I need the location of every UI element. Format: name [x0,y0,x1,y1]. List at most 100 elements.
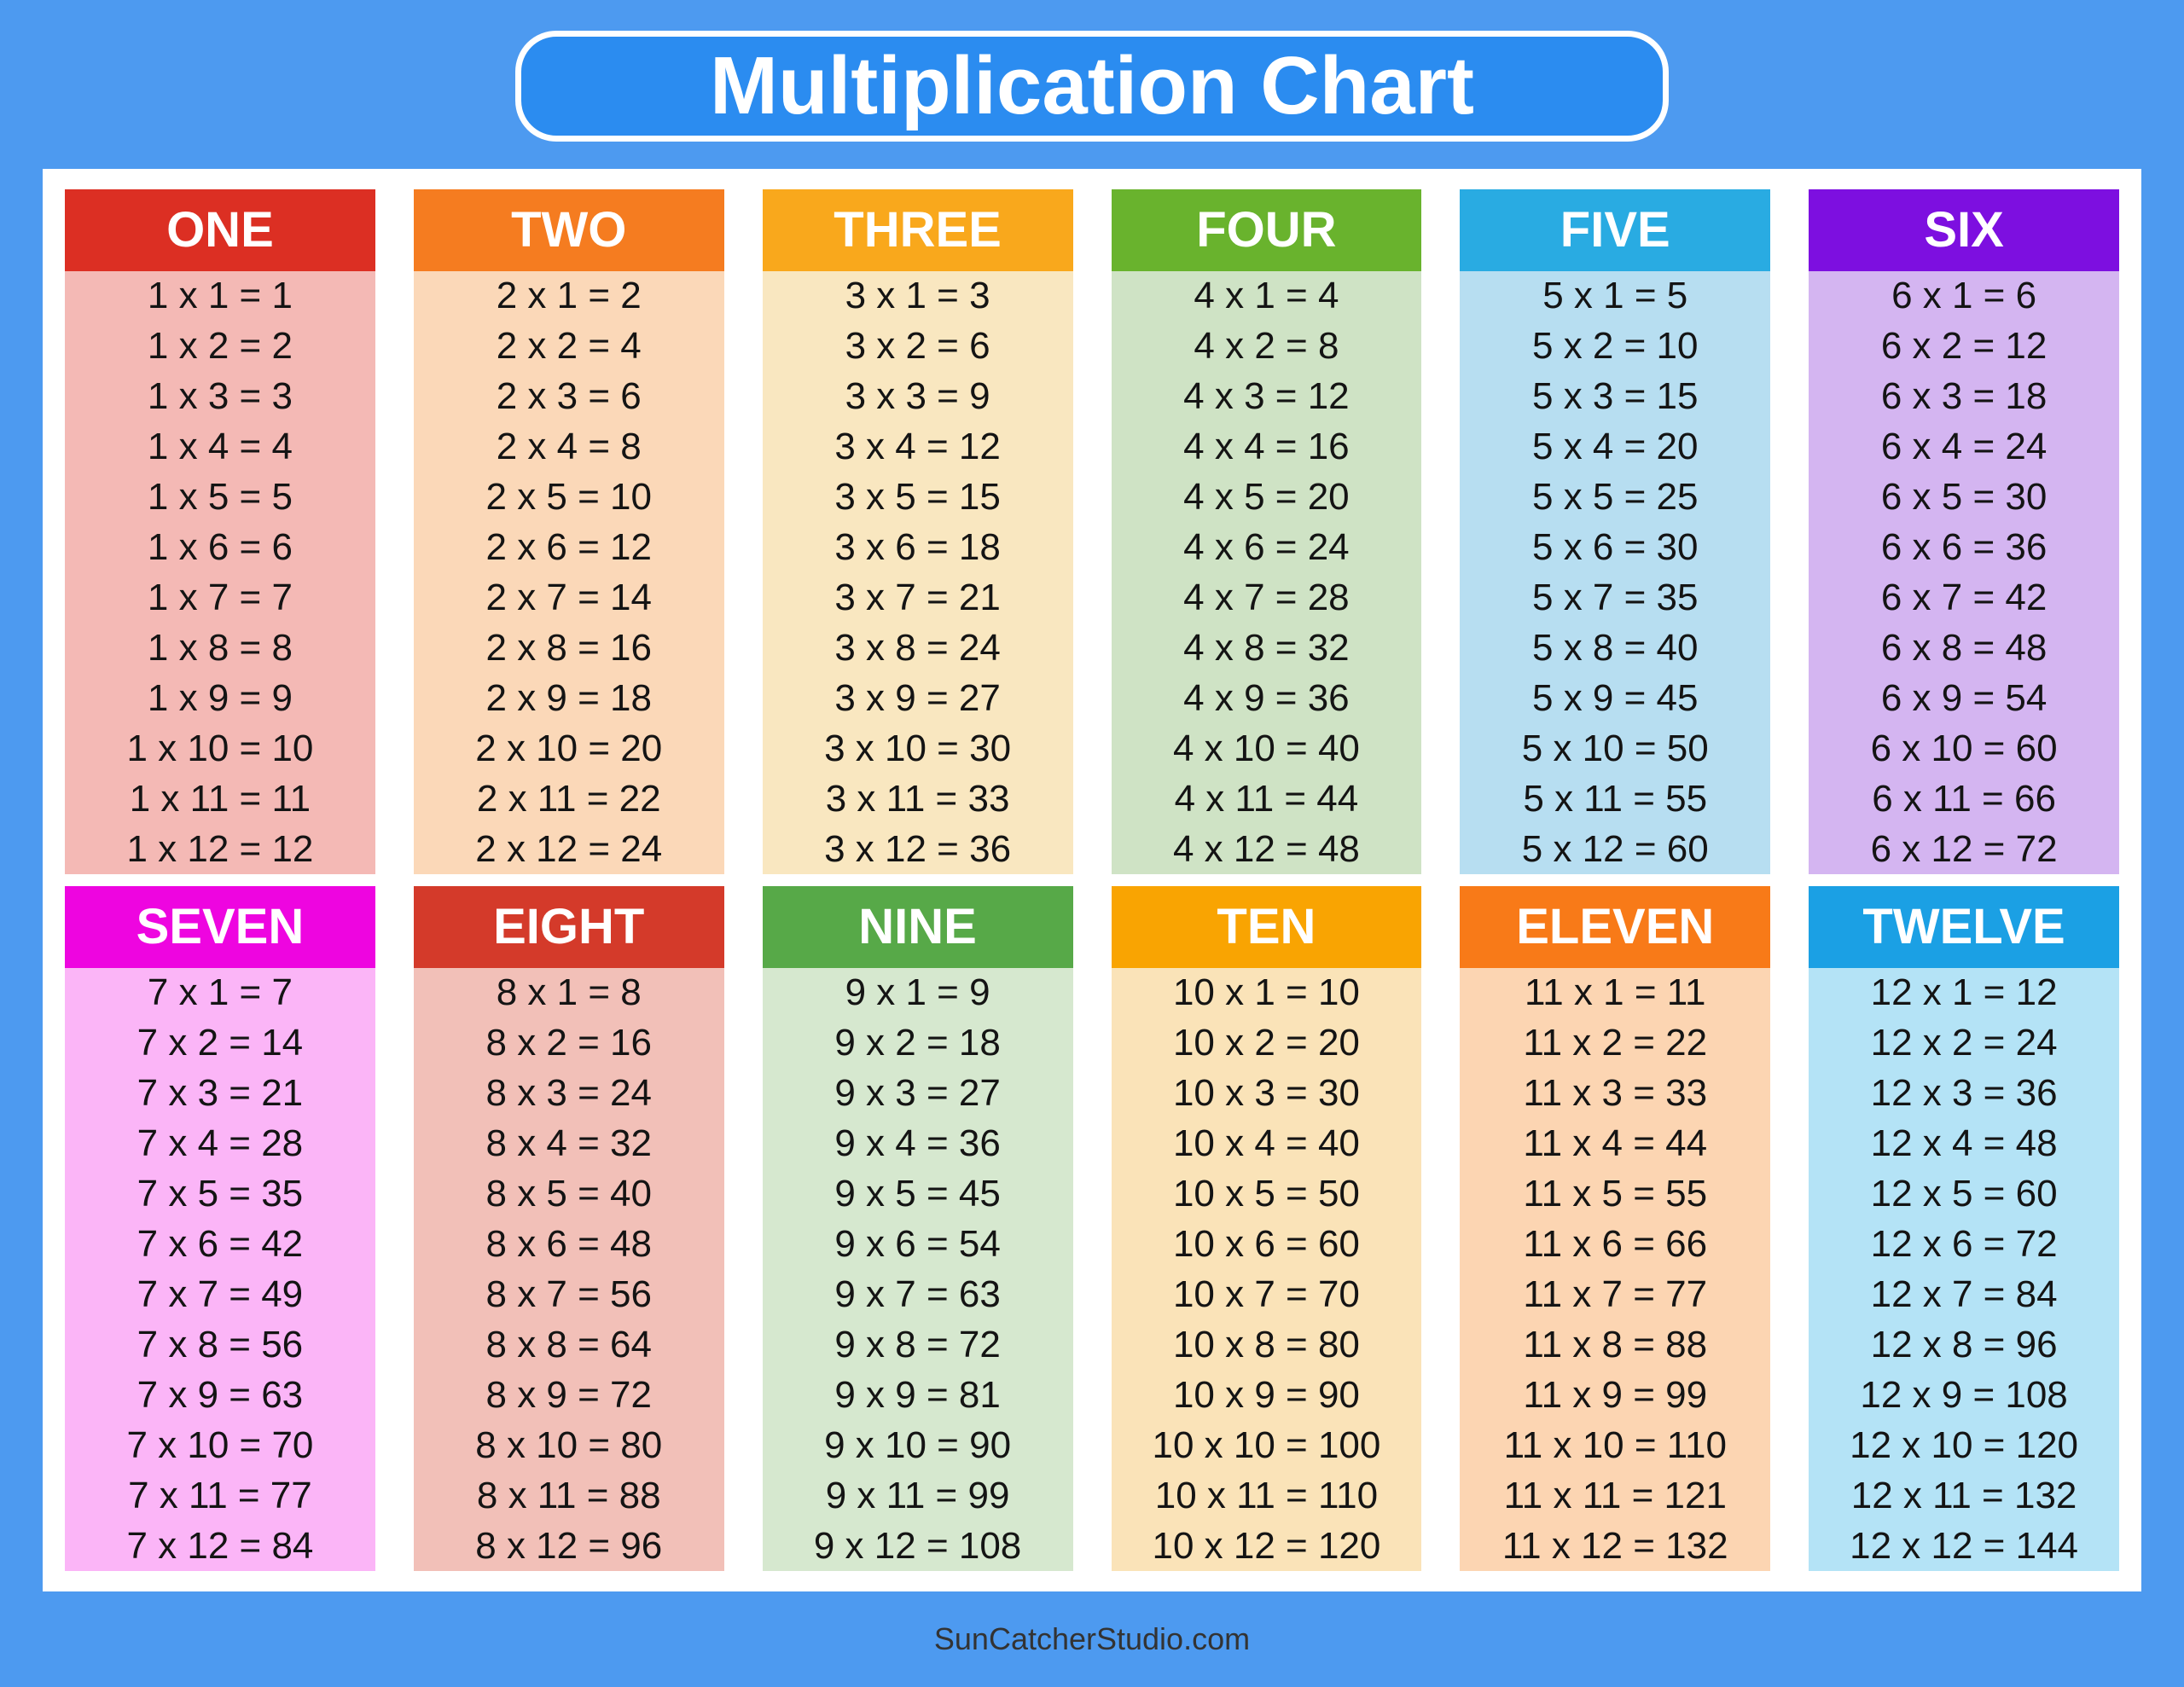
fact-row: 8 x 10 = 80 [475,1423,663,1466]
fact-row: 12 x 1 = 12 [1870,971,2058,1014]
table-title-twelve: TWELVE [1809,886,2119,968]
fact-row: 6 x 1 = 6 [1891,275,2037,317]
fact-row: 5 x 10 = 50 [1521,727,1709,769]
fact-row: 1 x 10 = 10 [126,727,314,769]
table-body-five: 5 x 1 = 5 5 x 2 = 10 5 x 3 = 15 5 x 4 = 20 5… [1460,271,1771,874]
fact-row: 2 x 10 = 20 [475,727,663,769]
table-six: SIX 6 x 1 = 6 6 x 2 = 12 6 x 3 = 18 6 x 4 = … [1809,189,2119,874]
fact-row: 11 x 7 = 77 [1523,1272,1708,1315]
table-body-ten: 10 x 1 = 10 10 x 2 = 20 10 x 3 = 30 10 x 4 … [1111,968,1422,1571]
fact-row: 8 x 9 = 72 [485,1373,652,1416]
fact-row: 6 x 12 = 72 [1870,827,2058,870]
fact-row: 10 x 10 = 100 [1152,1423,1381,1466]
fact-row: 12 x 7 = 84 [1870,1272,2058,1315]
fact-row: 9 x 6 = 54 [834,1223,1001,1266]
fact-row: 5 x 5 = 25 [1532,476,1699,519]
fact-row: 12 x 2 = 24 [1870,1022,2058,1064]
table-title-three: THREE [762,189,1073,271]
fact-row: 8 x 7 = 56 [485,1272,652,1315]
fact-row: 3 x 5 = 15 [834,476,1001,519]
fact-row: 3 x 11 = 33 [825,777,1010,820]
fact-row: 2 x 8 = 16 [485,626,652,669]
fact-row: 4 x 11 = 44 [1174,777,1359,820]
fact-row: 5 x 9 = 45 [1532,676,1699,719]
fact-row: 7 x 6 = 42 [136,1223,304,1266]
fact-row: 8 x 8 = 64 [485,1323,652,1365]
fact-row: 7 x 10 = 70 [126,1423,314,1466]
fact-row: 2 x 12 = 24 [475,827,663,870]
fact-row: 10 x 12 = 120 [1152,1524,1381,1567]
fact-row: 1 x 3 = 3 [147,375,293,418]
fact-row: 8 x 1 = 8 [496,971,642,1014]
fact-row: 9 x 1 = 9 [845,971,990,1014]
table-body-four: 4 x 1 = 4 4 x 2 = 8 4 x 3 = 12 4 x 4 = 16 4 … [1111,271,1422,874]
fact-row: 6 x 3 = 18 [1880,375,2048,418]
fact-row: 2 x 2 = 4 [496,325,642,368]
fact-row: 5 x 11 = 55 [1523,777,1708,820]
fact-row: 6 x 11 = 66 [1872,777,2056,820]
fact-row: 10 x 8 = 80 [1172,1323,1360,1365]
fact-row: 4 x 6 = 24 [1183,526,1350,569]
table-title-ten: TEN [1111,886,1422,968]
table-nine: NINE 9 x 1 = 9 9 x 2 = 18 9 x 3 = 27 9 x 4 =… [762,886,1073,1571]
fact-row: 3 x 4 = 12 [834,426,1001,468]
footer-credit: SunCatcherStudio.com [933,1621,1251,1656]
fact-row: 6 x 7 = 42 [1880,576,2048,618]
fact-row: 1 x 8 = 8 [147,626,293,669]
fact-row: 9 x 5 = 45 [834,1173,1001,1215]
fact-row: 7 x 2 = 14 [136,1022,304,1064]
table-twelve: TWELVE 12 x 1 = 12 12 x 2 = 24 12 x 3 = 36 1… [1809,886,2119,1571]
fact-row: 5 x 6 = 30 [1532,526,1699,569]
table-body-three: 3 x 1 = 3 3 x 2 = 6 3 x 3 = 9 3 x 4 = 12 3 x… [762,271,1073,874]
page-title: Multiplication Chart [710,40,1474,131]
fact-row: 8 x 4 = 32 [485,1122,652,1165]
fact-row: 4 x 1 = 4 [1194,275,1339,317]
fact-row: 10 x 4 = 40 [1172,1122,1360,1165]
fact-row: 1 x 1 = 1 [147,275,293,317]
fact-row: 11 x 2 = 22 [1523,1022,1708,1064]
table-title-eleven: ELEVEN [1460,886,1771,968]
fact-row: 5 x 8 = 40 [1532,626,1699,669]
fact-row: 6 x 9 = 54 [1880,676,2048,719]
fact-row: 6 x 2 = 12 [1880,325,2048,368]
fact-row: 7 x 1 = 7 [147,971,293,1014]
fact-row: 11 x 4 = 44 [1523,1122,1708,1165]
fact-row: 9 x 3 = 27 [834,1072,1001,1115]
fact-row: 2 x 4 = 8 [496,426,642,468]
fact-row: 1 x 5 = 5 [147,476,293,519]
fact-row: 1 x 11 = 11 [129,777,311,820]
fact-row: 3 x 9 = 27 [834,676,1001,719]
fact-row: 3 x 8 = 24 [834,626,1001,669]
fact-row: 11 x 12 = 132 [1502,1524,1728,1567]
fact-row: 10 x 1 = 10 [1172,971,1360,1014]
table-four: FOUR 4 x 1 = 4 4 x 2 = 8 4 x 3 = 12 4 x 4 = … [1111,189,1422,874]
fact-row: 6 x 5 = 30 [1880,476,2048,519]
fact-row: 3 x 1 = 3 [845,275,990,317]
table-body-nine: 9 x 1 = 9 9 x 2 = 18 9 x 3 = 27 9 x 4 = 36 9… [762,968,1073,1571]
fact-row: 1 x 12 = 12 [126,827,314,870]
fact-row: 8 x 11 = 88 [476,1474,661,1516]
fact-row: 4 x 3 = 12 [1183,375,1350,418]
fact-row: 4 x 5 = 20 [1183,476,1350,519]
fact-row: 7 x 7 = 49 [136,1272,304,1315]
fact-row: 10 x 5 = 50 [1172,1173,1360,1215]
fact-row: 7 x 9 = 63 [136,1373,304,1416]
fact-row: 5 x 4 = 20 [1532,426,1699,468]
fact-row: 3 x 7 = 21 [834,576,1001,618]
fact-row: 4 x 9 = 36 [1183,676,1350,719]
table-body-two: 2 x 1 = 2 2 x 2 = 4 2 x 3 = 6 2 x 4 = 8 2 x … [413,271,724,874]
fact-row: 10 x 2 = 20 [1172,1022,1360,1064]
fact-row: 11 x 5 = 55 [1523,1173,1708,1215]
fact-row: 11 x 1 = 11 [1525,971,1706,1014]
fact-row: 7 x 12 = 84 [126,1524,314,1567]
fact-row: 11 x 6 = 66 [1523,1223,1708,1266]
table-body-one: 1 x 1 = 1 1 x 2 = 2 1 x 3 = 3 1 x 4 = 4 1 x … [65,271,375,874]
fact-row: 4 x 4 = 16 [1183,426,1350,468]
fact-row: 9 x 4 = 36 [834,1122,1001,1165]
table-seven: SEVEN 7 x 1 = 7 7 x 2 = 14 7 x 3 = 21 7 x 4 … [65,886,375,1571]
fact-row: 6 x 6 = 36 [1880,526,2048,569]
fact-row: 2 x 9 = 18 [485,676,652,719]
table-three: THREE 3 x 1 = 3 3 x 2 = 6 3 x 3 = 9 3 x 4 = … [762,189,1073,874]
